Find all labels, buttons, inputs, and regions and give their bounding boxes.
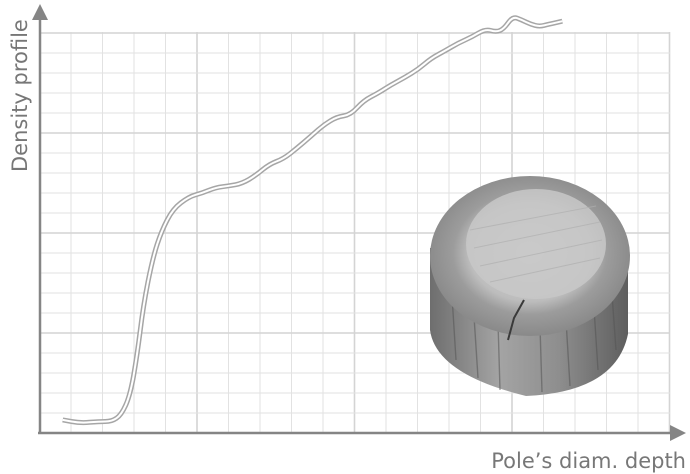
wood-pole-photo — [430, 176, 630, 396]
x-axis-arrowhead — [670, 425, 686, 441]
chart-axes — [32, 4, 686, 441]
series-line-inner-0 — [62, 16, 563, 424]
density-series — [62, 15, 563, 426]
y-axis-label: Density profile — [8, 19, 32, 172]
wood-pole-bark-texture — [451, 293, 617, 393]
x-axis-label: Pole’s diam. depth — [491, 449, 686, 473]
wood-pole-crack — [507, 299, 525, 341]
y-axis-arrowhead — [32, 4, 48, 20]
wood-pole-grain — [469, 205, 603, 283]
wood-pole-heartwood — [466, 189, 606, 299]
